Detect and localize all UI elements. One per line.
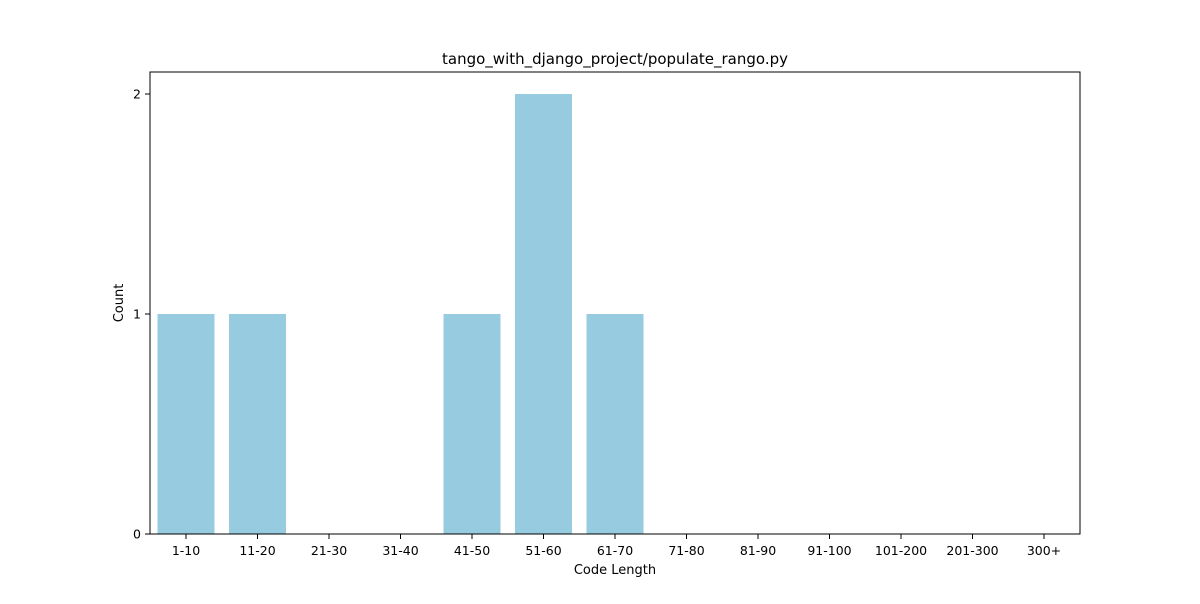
y-axis-ticks: 0 1 2: [133, 87, 150, 542]
x-tick-label: 1-10: [172, 543, 200, 558]
x-tick-label: 11-20: [239, 543, 275, 558]
x-tick-label: 31-40: [382, 543, 418, 558]
x-tick-label: 101-200: [875, 543, 927, 558]
y-tick-label: 2: [133, 87, 141, 102]
bars-layer: [157, 94, 644, 534]
x-tick-label: 71-80: [668, 543, 704, 558]
x-tick-label: 201-300: [946, 543, 998, 558]
y-tick-label: 0: [133, 527, 141, 542]
x-tick-label: 41-50: [454, 543, 490, 558]
x-axis-label: Code Length: [574, 563, 656, 578]
x-tick-label: 51-60: [525, 543, 561, 558]
bar-51-60: [515, 94, 572, 534]
bar-41-50: [443, 314, 501, 534]
bar-61-70: [586, 314, 644, 534]
x-tick-label: 81-90: [740, 543, 776, 558]
y-tick-label: 1: [133, 307, 141, 322]
x-tick-label: 91-100: [807, 543, 851, 558]
bar-1-10: [157, 314, 215, 534]
bar-11-20: [229, 314, 286, 534]
x-tick-label: 21-30: [311, 543, 347, 558]
chart-title: tango_with_django_project/populate_rango…: [442, 50, 788, 69]
x-axis-ticks: 1-10 11-20 21-30 31-40 41-50 51-60 61-70 71-80 8…: [172, 534, 1061, 558]
x-tick-label: 61-70: [597, 543, 633, 558]
y-axis-label: Count: [112, 284, 127, 323]
x-tick-label: 300+: [1027, 543, 1061, 558]
